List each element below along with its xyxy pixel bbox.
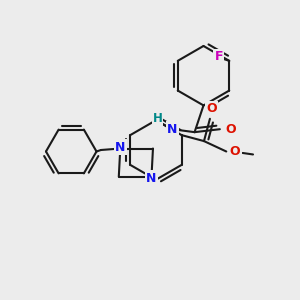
Text: O: O <box>206 102 217 115</box>
Text: H: H <box>152 112 162 125</box>
Text: O: O <box>225 123 236 136</box>
Text: N: N <box>146 172 157 185</box>
Text: F: F <box>214 50 223 63</box>
Text: N: N <box>115 140 125 154</box>
Text: N: N <box>167 123 178 136</box>
Text: O: O <box>230 145 241 158</box>
